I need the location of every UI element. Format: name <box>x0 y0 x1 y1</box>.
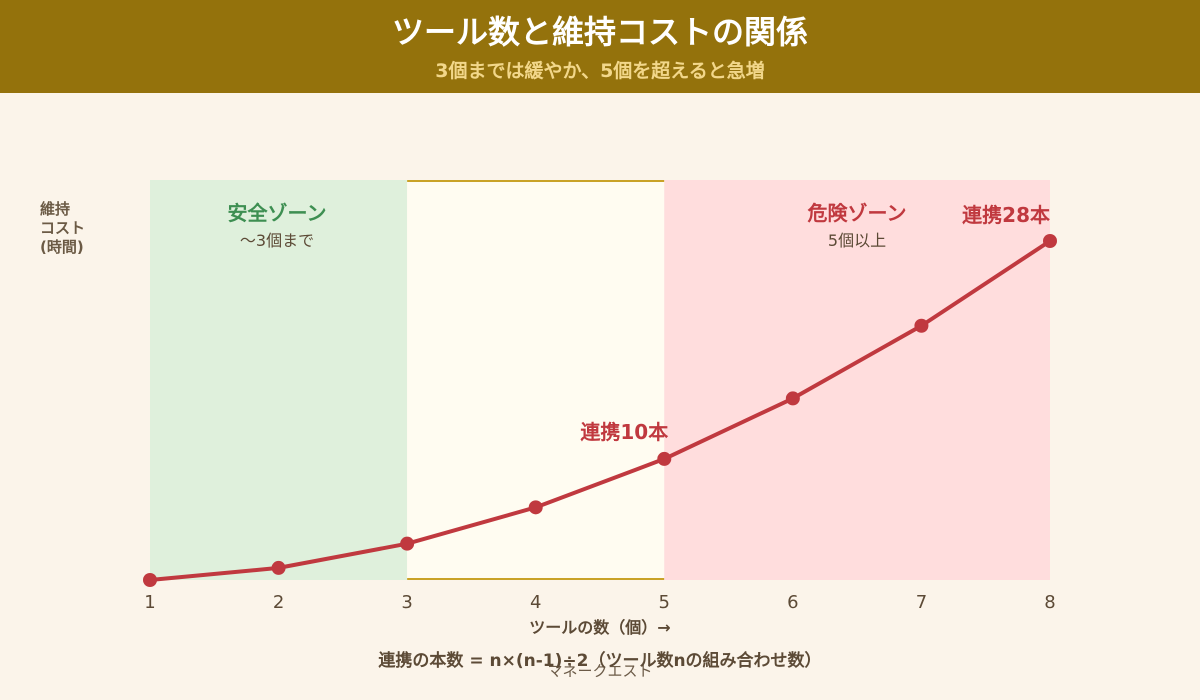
data-point <box>657 451 672 466</box>
data-point <box>400 536 415 551</box>
series-layer <box>143 234 1057 587</box>
x-tick-label: 2 <box>273 592 284 613</box>
labels-layer: 連携10本 連携28本 <box>580 203 1050 444</box>
safe-zone-area <box>150 180 408 580</box>
x-tick-label: 6 <box>787 592 798 613</box>
x-tick-label: 5 <box>659 592 670 613</box>
x-tick-label: 7 <box>916 592 927 613</box>
chart-subtitle: 3個までは緩やか、5個を超えると急増 <box>435 60 765 82</box>
data-point <box>271 560 286 575</box>
danger-zone-area <box>664 180 1050 580</box>
data-point <box>1043 234 1057 248</box>
x-axis-label: ツールの数（個）→ <box>529 618 670 637</box>
zones-layer: 安全ゾーン〜3個まで 危険ゾーン 5個以上 <box>150 180 1050 580</box>
formula-note: 連携の本数 = n×(n-1)÷2（ツール数nの組み合わせ数） <box>378 651 822 671</box>
safe-zone-note: 〜3個まで <box>240 231 314 250</box>
series-line <box>148 239 1052 582</box>
data-point <box>528 500 543 515</box>
annotation-label: 連携10本 <box>580 420 668 444</box>
danger-zone-note: 5個以上 <box>828 231 886 250</box>
data-point <box>785 391 800 406</box>
danger-zone-label: 危険ゾーン <box>808 201 907 225</box>
watermark: マネークエスト <box>547 662 653 680</box>
header-banner: ツール数と維持コストの関係 3個までは緩やか、5個を超えると急増 <box>0 0 1200 93</box>
y-axis-label-line: 維持 <box>40 200 71 218</box>
data-point <box>143 573 157 587</box>
y-axis-label-line: コスト <box>40 219 86 237</box>
annotation-label: 連携28本 <box>962 203 1050 227</box>
y-axis-label: 維持 コスト (時間) <box>40 200 85 257</box>
x-tick-label: 4 <box>530 592 541 613</box>
x-axis: 1 2 3 4 5 6 7 8 ツールの数（個）→ <box>144 592 1055 637</box>
data-point <box>914 318 929 333</box>
x-tick-label: 8 <box>1044 592 1055 613</box>
x-tick-label: 1 <box>144 592 155 613</box>
middle-zone-area <box>407 180 665 580</box>
y-axis-label-line: (時間) <box>40 238 84 256</box>
chart-title: ツール数と維持コストの関係 <box>391 13 808 51</box>
safe-zone-label: 安全ゾーン <box>228 201 327 225</box>
x-tick-label: 3 <box>401 592 412 613</box>
